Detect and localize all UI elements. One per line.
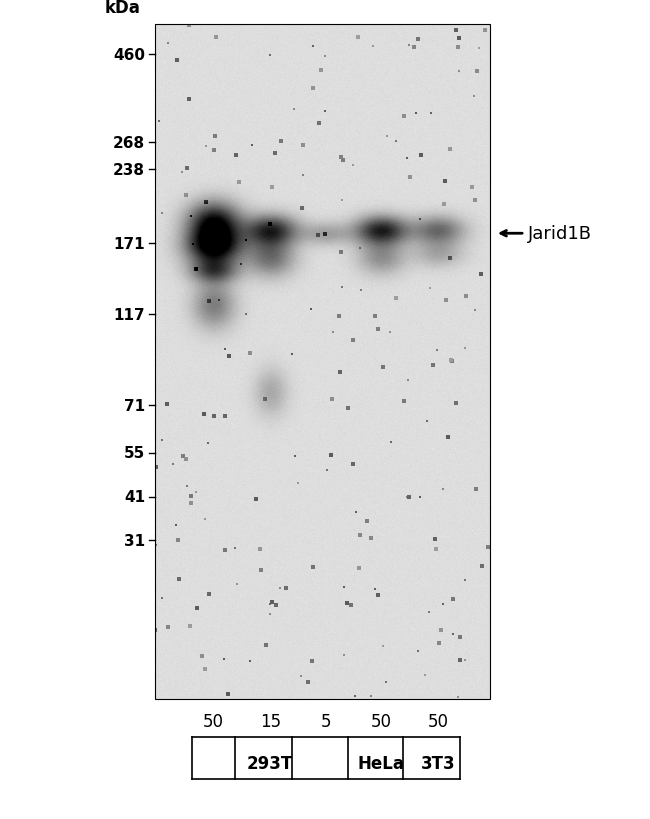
Text: 31: 31 [124, 533, 145, 548]
Text: 238: 238 [113, 162, 145, 178]
Text: 3T3: 3T3 [421, 754, 456, 772]
Text: 50: 50 [203, 713, 224, 730]
Text: 460: 460 [113, 48, 145, 63]
Text: 15: 15 [260, 713, 281, 730]
Text: Jarid1B: Jarid1B [528, 225, 592, 243]
Text: 55: 55 [124, 446, 145, 460]
Text: HeLa: HeLa [358, 754, 404, 772]
Text: 41: 41 [124, 490, 145, 505]
Text: 171: 171 [113, 237, 145, 251]
Bar [155, 25, 490, 699]
Text: kDa: kDa [105, 0, 141, 17]
Text: 71: 71 [124, 398, 145, 414]
Text: 50: 50 [370, 713, 391, 730]
Text: 50: 50 [428, 713, 448, 730]
Text: 268: 268 [113, 135, 145, 151]
Text: 5: 5 [320, 713, 331, 730]
Text: 293T: 293T [246, 754, 293, 772]
Text: 117: 117 [113, 307, 145, 323]
